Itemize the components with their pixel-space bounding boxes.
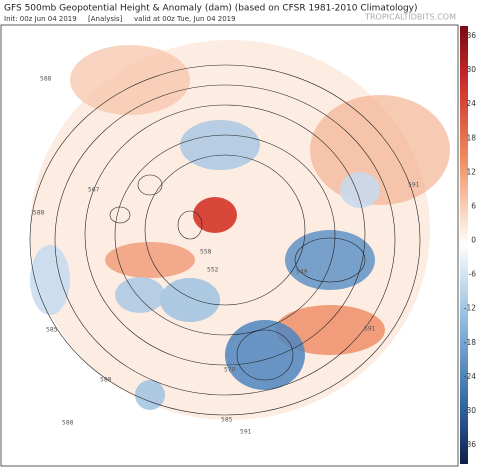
- contour-label: 588: [33, 210, 45, 217]
- colorbar-tick-label: 0: [471, 236, 476, 245]
- colorbar-tick-label: 36: [466, 31, 476, 40]
- init-time: Init: 00z Jun 04 2019: [4, 15, 77, 23]
- colorbar-tick-label: -12: [464, 304, 476, 313]
- colorbar-tick-label: 30: [466, 65, 476, 74]
- contour-label: 591: [364, 326, 376, 333]
- contour-label: 588: [100, 377, 112, 384]
- contour-label: 588: [40, 76, 52, 83]
- contour-label: 591: [408, 182, 420, 189]
- contour-label: 549: [296, 269, 308, 276]
- colorbar-tick-label: 12: [466, 167, 476, 176]
- contour-label: 591: [240, 429, 252, 436]
- colorbar: [460, 26, 468, 464]
- colorbar-tick-label: 24: [466, 99, 476, 108]
- colorbar-tick-label: -18: [464, 338, 476, 347]
- valid-time: valid at 00z Tue, Jun 04 2019: [134, 15, 236, 23]
- colorbar-tick-label: -6: [469, 270, 477, 279]
- map: [0, 24, 459, 467]
- colorbar-tick-label: 18: [466, 133, 476, 142]
- contour-label: 558: [200, 249, 212, 256]
- contour-label: 585: [221, 417, 233, 424]
- contour-label: 552: [207, 267, 219, 274]
- contour-label: 585: [46, 327, 58, 334]
- colorbar-tick-label: -24: [464, 372, 476, 381]
- contour-label: 567: [88, 187, 100, 194]
- contour-labels: 588 567 588 585 588 588 591 591 591 558 …: [33, 76, 420, 436]
- colorbar-tick-label: 6: [471, 201, 476, 210]
- colorbar-tick-label: -36: [464, 440, 476, 449]
- contour-label: 588: [62, 420, 74, 427]
- colorbar-ticks: 36 30 24 18 12 6 0 -6 -12 -18 -24 -30 -36: [464, 31, 476, 449]
- contour-label: 570: [224, 367, 236, 374]
- site-name: TROPICALTIDBITS.COM: [364, 13, 456, 22]
- title: GFS 500mb Geopotential Height & Anomaly …: [4, 4, 418, 14]
- colorbar-tick-label: -30: [464, 406, 476, 415]
- run-type: [Analysis]: [88, 15, 123, 23]
